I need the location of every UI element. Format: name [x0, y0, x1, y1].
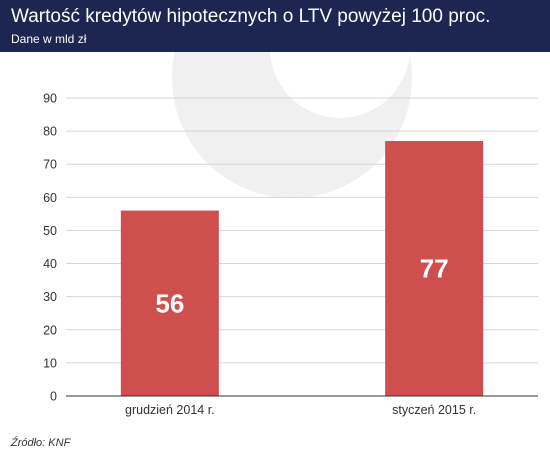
chart-header: Wartość kredytów hipotecznych o LTV powy…	[0, 0, 550, 52]
x-category-label: styczeń 2015 r.	[392, 403, 476, 417]
y-tick-label: 70	[43, 158, 57, 172]
y-tick-label: 0	[50, 390, 57, 404]
y-axis-ticks: 0 10 20 30 40 50 60 70 80 90	[43, 92, 57, 404]
chart-subtitle: Dane w mld zł	[11, 32, 87, 46]
y-tick-label: 60	[43, 191, 57, 205]
y-tick-label: 50	[43, 224, 57, 238]
y-tick-label: 30	[43, 290, 57, 304]
bar-chart: 56 77 0 10 20 30 40 50 60 70 80 90 grudzień 2014 r…	[43, 52, 538, 417]
bars: 56 77	[120, 141, 484, 396]
y-tick-label: 20	[43, 323, 57, 337]
y-tick-label: 40	[43, 257, 57, 271]
x-axis-labels: grudzień 2014 r. styczeń 2015 r.	[125, 403, 476, 417]
y-tick-label: 90	[43, 92, 57, 106]
x-category-label: grudzień 2014 r.	[125, 403, 215, 417]
chart-title: Wartość kredytów hipotecznych o LTV powy…	[11, 6, 491, 27]
y-tick-label: 80	[43, 125, 57, 139]
bar-data-label: 56	[155, 288, 184, 318]
watermark-logo	[172, 52, 412, 198]
bar-data-label: 77	[420, 254, 449, 284]
source-note: Źródło: KNF	[11, 437, 71, 449]
y-tick-label: 10	[43, 356, 57, 370]
bar	[120, 210, 219, 396]
bar	[385, 141, 484, 396]
